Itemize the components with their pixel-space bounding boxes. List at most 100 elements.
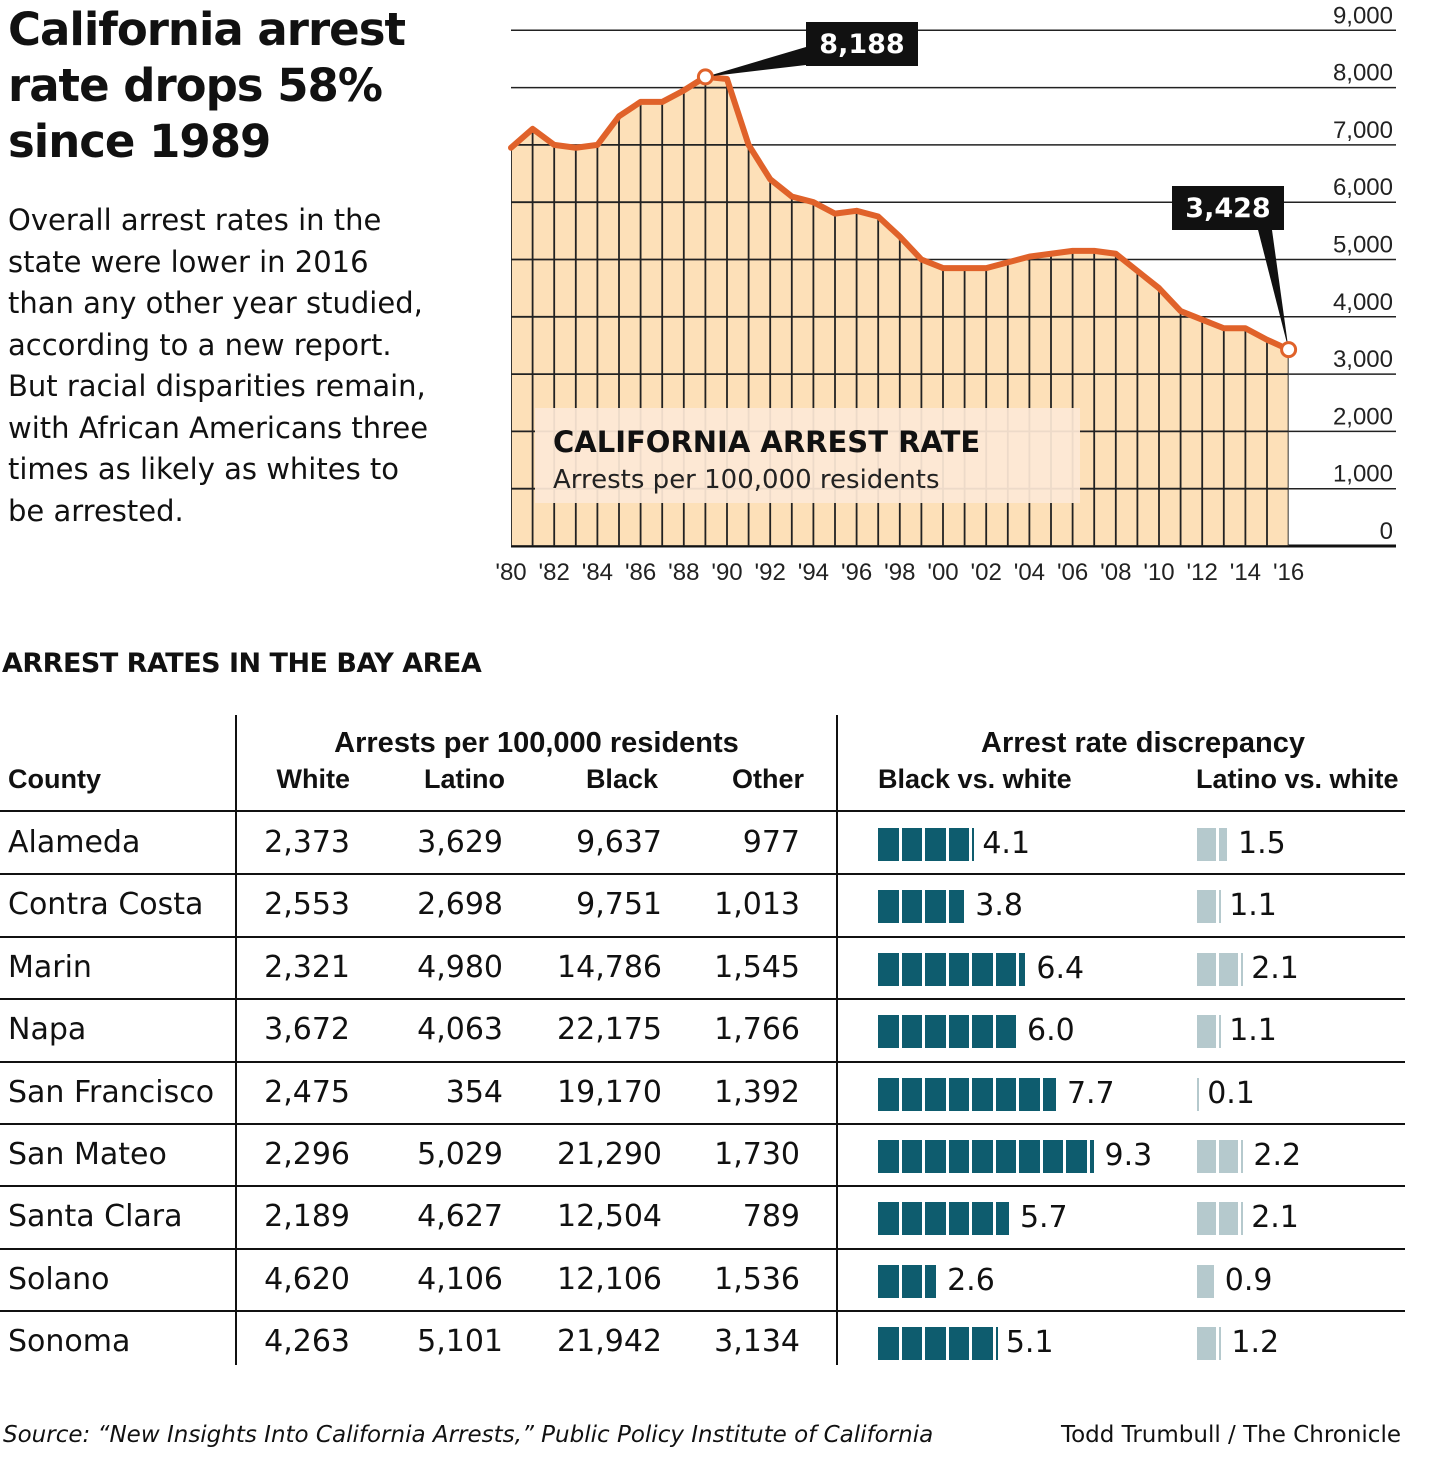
bar-segment [1219,1202,1238,1236]
callout-point [696,68,714,86]
black-vs-white-bar [878,890,967,924]
bar-segment [1241,952,1243,986]
black-vs-white-value: 5.1 [1005,1325,1054,1361]
latino-rate: 4,627 [417,1199,503,1235]
table-row: Napa 3,672 4,063 22,175 1,766 6.0 1.1 [0,999,1405,1063]
column-header-black: Black [585,764,658,794]
bar-segment [901,1264,922,1298]
y-tick-label: 3,000 [1333,346,1393,373]
bar-segment [1197,952,1216,986]
latino-vs-white-bar [1197,1202,1243,1236]
county-name: Alameda [8,825,141,860]
bar-segment [1219,1327,1221,1361]
bar-segment [901,890,922,924]
x-tick-label: '16 [1273,559,1304,586]
white-rate: 2,321 [264,949,350,985]
x-tick-label: '00 [927,559,958,586]
credit-note: Todd Trumbull / The Chronicle [1060,1422,1401,1448]
bar-segment [972,952,993,986]
callout-label: 3,428 [1185,193,1270,224]
y-tick-label: 1,000 [1333,461,1393,488]
county-name: Sonoma [8,1324,131,1360]
black-rate: 12,504 [557,1199,662,1235]
row-divider [0,998,1405,1001]
bar-segment [1042,1077,1056,1111]
latino-rate: 2,698 [417,887,503,923]
white-rate: 2,373 [264,825,350,860]
bar-segment [1197,890,1216,924]
latino-vs-white-bar [1197,890,1221,924]
table-row: Sonoma 4,263 5,101 21,942 3,134 5.1 1.2 [0,1311,1405,1373]
chart-subtitle: Arrests per 100,000 residents [553,465,940,495]
bar-segment [1219,890,1221,924]
black-vs-white-bar [878,1202,1012,1236]
black-vs-white-value: 7.7 [1066,1075,1115,1111]
table-row: Alameda 2,373 3,629 9,637 977 4.1 1.5 [0,812,1405,876]
black-vs-white-value: 2.6 [947,1262,995,1298]
group-header-discrepancy: Arrest rate discrepancy [981,727,1305,759]
other-rate: 1,013 [714,887,800,923]
black-vs-white-value: 6.4 [1036,950,1085,986]
bar-segment [1197,1077,1199,1111]
bar-segment [995,1327,998,1361]
x-tick-label: '94 [798,559,829,586]
bar-segment [948,1015,969,1049]
latino-vs-white-bar [1197,1015,1221,1049]
black-rate: 14,786 [557,949,662,985]
bar-segment [1241,1140,1243,1173]
bar-segment [925,1264,937,1298]
y-tick-label: 7,000 [1333,117,1393,144]
bar-segment [925,890,946,924]
bar-segment [1219,828,1227,861]
callout-box [1172,186,1284,230]
x-tick-label: '86 [625,559,656,586]
white-rate: 2,296 [264,1137,350,1172]
bar-segment [901,1327,922,1361]
bar-segment [948,1077,969,1111]
county-name: Solano [8,1261,110,1297]
bar-segment [1019,1077,1040,1111]
bar-segment [878,1015,899,1049]
y-tick-label: 5,000 [1333,232,1393,259]
other-rate: 1,545 [714,949,800,985]
bar-segment [878,1140,899,1173]
bar-segment [1197,1202,1216,1236]
bar-segment [878,952,899,986]
black-rate: 9,637 [576,825,662,860]
other-rate: 789 [742,1199,800,1235]
row-divider [0,1247,1405,1250]
bar-segment [948,1327,969,1361]
bar-segment [1197,1327,1216,1361]
black-vs-white-bar [878,1015,1019,1049]
county-name: Marin [8,949,92,985]
black-vs-white-value: 5.7 [1019,1200,1068,1236]
latino-rate: 5,029 [417,1137,503,1172]
chart-title-box [535,408,1080,503]
row-divider [0,1310,1405,1313]
row-divider [0,873,1405,876]
row-divider [0,1122,1405,1125]
latino-vs-white-value: 1.5 [1238,826,1286,861]
bar-segment [1019,1140,1040,1173]
other-rate: 1,392 [714,1074,800,1110]
county-name: Contra Costa [8,887,204,923]
bar-segment [878,1077,899,1111]
bar-segment [1197,1264,1214,1298]
bar-segment [901,1140,922,1173]
bar-segment [925,1077,946,1111]
table-row: Contra Costa 2,553 2,698 9,751 1,013 3.8 1.1 [0,874,1405,938]
y-tick-label: 9,000 [1333,2,1393,29]
bar-segment [878,1264,899,1298]
white-rate: 2,189 [264,1199,350,1235]
bar-segment [1241,1202,1243,1236]
county-name: Santa Clara [8,1199,183,1235]
x-tick-label: '98 [884,559,915,586]
bar-segment [948,828,969,861]
x-tick-label: '90 [711,559,742,586]
bar-segment [995,1140,1016,1173]
x-tick-label: '84 [582,559,613,586]
black-vs-white-bar [878,1264,939,1298]
black-vs-white-bar [878,1140,1097,1173]
bar-segment [972,1202,993,1236]
x-tick-label: '08 [1100,559,1131,586]
